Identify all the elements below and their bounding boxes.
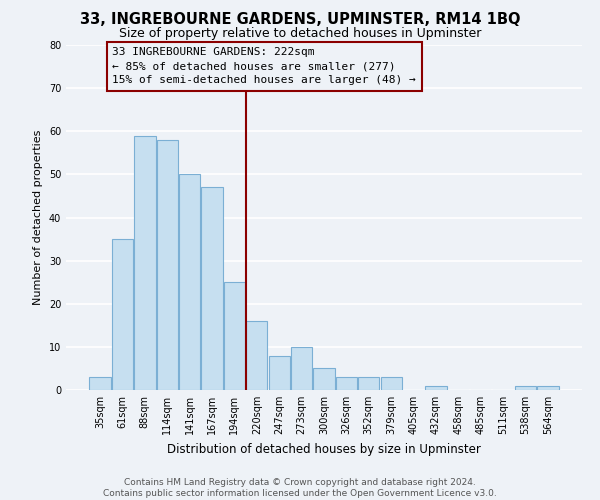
X-axis label: Distribution of detached houses by size in Upminster: Distribution of detached houses by size …	[167, 442, 481, 456]
Bar	[269, 356, 290, 390]
Bar	[89, 377, 111, 390]
Bar	[202, 188, 223, 390]
Bar	[179, 174, 200, 390]
Text: 33 INGREBOURNE GARDENS: 222sqm
← 85% of detached houses are smaller (277)
15% of: 33 INGREBOURNE GARDENS: 222sqm ← 85% of …	[112, 47, 416, 85]
Bar	[380, 377, 402, 390]
Bar	[112, 239, 133, 390]
Bar	[157, 140, 178, 390]
Bar	[291, 347, 312, 390]
Y-axis label: Number of detached properties: Number of detached properties	[33, 130, 43, 305]
Text: 33, INGREBOURNE GARDENS, UPMINSTER, RM14 1BQ: 33, INGREBOURNE GARDENS, UPMINSTER, RM14…	[80, 12, 520, 28]
Bar	[246, 321, 268, 390]
Bar	[313, 368, 335, 390]
Text: Size of property relative to detached houses in Upminster: Size of property relative to detached ho…	[119, 28, 481, 40]
Text: Contains HM Land Registry data © Crown copyright and database right 2024.
Contai: Contains HM Land Registry data © Crown c…	[103, 478, 497, 498]
Bar	[537, 386, 559, 390]
Bar	[515, 386, 536, 390]
Bar	[336, 377, 357, 390]
Bar	[358, 377, 379, 390]
Bar	[425, 386, 446, 390]
Bar	[134, 136, 155, 390]
Bar	[224, 282, 245, 390]
